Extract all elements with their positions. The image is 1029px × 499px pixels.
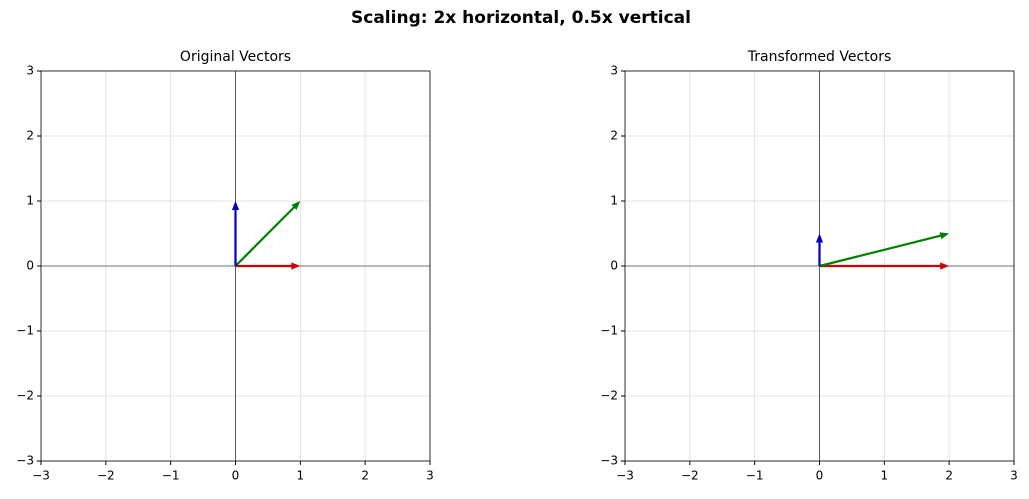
y-tick-label: −3 bbox=[16, 454, 34, 468]
axes-frame bbox=[40, 70, 431, 462]
x-tick-label: 3 bbox=[1010, 469, 1018, 483]
vector-arrow bbox=[235, 262, 301, 270]
x-tick-label: 3 bbox=[426, 469, 434, 483]
x-tick-label: 0 bbox=[232, 469, 240, 483]
y-tick-label: 2 bbox=[26, 129, 34, 143]
x-tick-label: 0 bbox=[816, 469, 824, 483]
x-tick-label: 2 bbox=[945, 469, 953, 483]
x-tick-label: −1 bbox=[746, 469, 764, 483]
y-tick-label: −1 bbox=[16, 324, 34, 338]
x-tick-label: 1 bbox=[297, 469, 305, 483]
y-tick-label: −1 bbox=[600, 324, 618, 338]
y-tick-label: 1 bbox=[26, 194, 34, 208]
x-tick-label: 2 bbox=[361, 469, 369, 483]
y-tick-label: −2 bbox=[600, 389, 618, 403]
x-tick-label: −1 bbox=[162, 469, 180, 483]
vector-arrow bbox=[819, 262, 950, 270]
y-tick-label: 3 bbox=[610, 64, 618, 78]
axes-title: Transformed Vectors bbox=[747, 49, 892, 65]
x-tick-label: −3 bbox=[616, 469, 634, 483]
axes-title: Original Vectors bbox=[180, 49, 291, 65]
figure-title: Scaling: 2x horizontal, 0.5x vertical bbox=[351, 8, 691, 28]
vector-arrow bbox=[819, 232, 950, 268]
vector-arrow bbox=[231, 201, 240, 266]
y-tick-label: −2 bbox=[16, 389, 34, 403]
y-tick-label: 3 bbox=[26, 64, 34, 78]
x-tick-label: −2 bbox=[681, 469, 699, 483]
vector-arrow bbox=[234, 201, 301, 267]
y-tick-label: 2 bbox=[610, 129, 618, 143]
y-tick-label: −3 bbox=[600, 454, 618, 468]
y-tick-label: 1 bbox=[610, 194, 618, 208]
axes-frame bbox=[624, 70, 1015, 462]
x-tick-label: −2 bbox=[97, 469, 115, 483]
y-tick-label: 0 bbox=[26, 259, 34, 273]
x-tick-label: 1 bbox=[881, 469, 889, 483]
vector-arrow bbox=[815, 233, 824, 266]
x-tick-label: −3 bbox=[32, 469, 50, 483]
y-tick-label: 0 bbox=[610, 259, 618, 273]
